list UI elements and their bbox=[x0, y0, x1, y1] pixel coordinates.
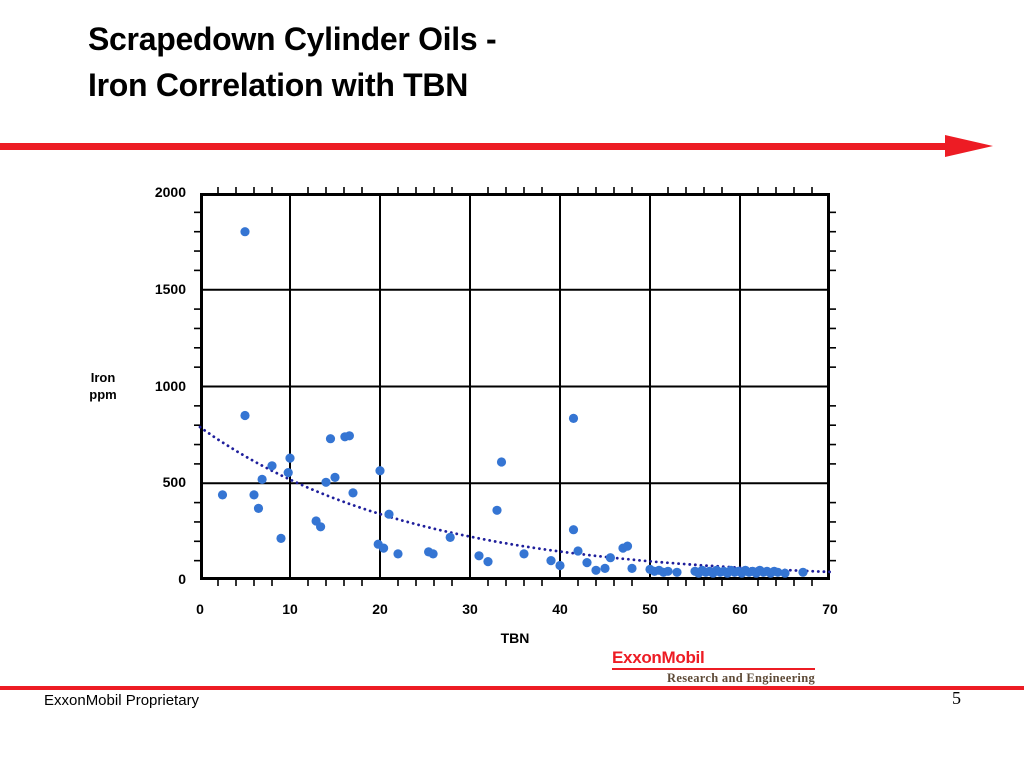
scatter-point bbox=[568, 525, 579, 535]
scatter-point bbox=[253, 503, 264, 513]
logo-wordmark: ExxonMobil bbox=[612, 648, 705, 667]
scatter-point bbox=[375, 466, 385, 476]
scatter-point bbox=[428, 549, 438, 559]
scatter-point bbox=[217, 490, 228, 500]
proprietary-notice: ExxonMobil Proprietary bbox=[44, 692, 200, 709]
scatter-point bbox=[267, 461, 277, 471]
scatter-point bbox=[622, 541, 633, 551]
scatter-point bbox=[780, 568, 790, 578]
scatter-point bbox=[285, 453, 295, 463]
page-title-line1: Scrapedown Cylinder Oils - bbox=[88, 21, 497, 57]
scatter-point bbox=[240, 410, 250, 421]
page-number: 5 bbox=[952, 688, 961, 708]
page-title: Scrapedown Cylinder Oils - Iron Correlat… bbox=[88, 16, 497, 108]
scatter-point bbox=[325, 434, 336, 444]
scatter-point bbox=[445, 532, 455, 542]
title-divider-rule bbox=[0, 143, 945, 150]
scatter-point bbox=[672, 567, 682, 577]
y-axis-label-line1: Iron bbox=[90, 370, 116, 385]
y-axis-label: Iron ppm bbox=[74, 369, 132, 403]
scatter-point bbox=[600, 563, 610, 573]
scatter-point bbox=[605, 553, 615, 563]
x-tick-label: 60 bbox=[732, 601, 748, 617]
scatter-point bbox=[483, 557, 493, 567]
scatter-point bbox=[496, 457, 507, 467]
x-tick-label: 20 bbox=[372, 601, 388, 617]
y-tick-labels: 0 500 1000 1500 2000 bbox=[128, 184, 186, 587]
scatter-point bbox=[546, 556, 556, 566]
x-tick-label: 40 bbox=[552, 601, 568, 617]
scatter-point bbox=[330, 472, 340, 482]
scatter-point bbox=[627, 563, 637, 573]
scatter-point bbox=[573, 546, 583, 556]
y-tick-label: 2000 bbox=[154, 184, 186, 200]
scatter-point bbox=[492, 505, 502, 515]
x-tick-labels: 0 10 20 30 40 50 60 70 bbox=[196, 601, 838, 621]
scatter-point bbox=[321, 477, 331, 487]
page-title-line2: Iron Correlation with TBN bbox=[88, 67, 469, 103]
scatter-point bbox=[384, 509, 394, 519]
scatter-point bbox=[582, 558, 592, 568]
scatter-point bbox=[555, 560, 565, 571]
x-axis-label: TBN bbox=[500, 630, 530, 646]
scatter-point bbox=[249, 490, 259, 500]
scatter-point bbox=[591, 565, 601, 575]
y-tick-label: 1500 bbox=[154, 280, 186, 297]
scatter-point bbox=[773, 567, 783, 577]
bottom-rule bbox=[0, 686, 1024, 690]
scatter-point bbox=[344, 431, 354, 441]
red-arrow-icon bbox=[945, 135, 993, 157]
scatter-point bbox=[348, 488, 358, 498]
y-tick-label: 1000 bbox=[154, 377, 186, 394]
scatter-point bbox=[519, 549, 529, 559]
scatter-point bbox=[316, 522, 326, 532]
y-tick-label: 500 bbox=[162, 474, 186, 491]
y-axis-label-line2: ppm bbox=[89, 387, 117, 402]
scatter-point bbox=[798, 567, 808, 577]
logo-tagline: Research and Engineering bbox=[667, 671, 815, 685]
x-tick-label: 30 bbox=[462, 601, 478, 617]
plot-border bbox=[200, 193, 830, 580]
scatter-point bbox=[393, 549, 403, 559]
exxonmobil-logo: ExxonMobil Research and Engineering bbox=[612, 649, 815, 686]
x-tick-label: 50 bbox=[642, 601, 658, 617]
plot-area bbox=[194, 187, 836, 586]
scatter-point bbox=[276, 533, 286, 543]
x-tick-label: 10 bbox=[282, 601, 298, 617]
scatter-point bbox=[240, 227, 250, 237]
scatter-point bbox=[283, 468, 293, 478]
logo-rule bbox=[612, 668, 815, 670]
trend-line bbox=[198, 425, 832, 574]
scatter-point bbox=[379, 543, 389, 553]
scatter-point bbox=[568, 413, 579, 423]
y-tick-label: 0 bbox=[178, 571, 186, 587]
scatter-point bbox=[663, 566, 673, 576]
x-tick-label: 0 bbox=[196, 601, 204, 617]
scatter-point bbox=[474, 551, 484, 561]
scatter-point bbox=[257, 474, 267, 484]
x-tick-label: 70 bbox=[822, 601, 838, 617]
